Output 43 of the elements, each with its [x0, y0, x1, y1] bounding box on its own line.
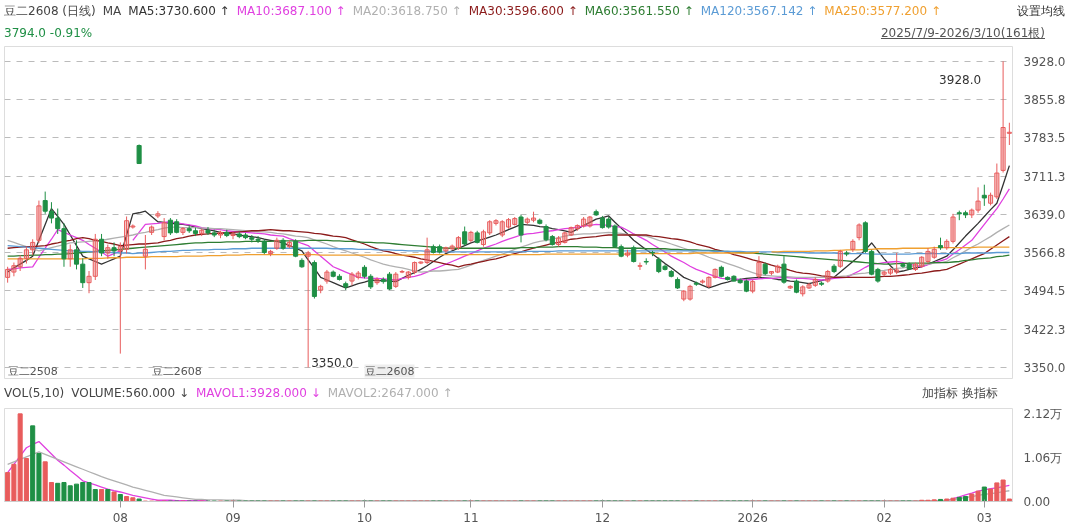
- text: VOLUME:560.000 ↓: [71, 386, 190, 400]
- text: MAVOL2:2647.000 ↑: [327, 386, 453, 400]
- text: MA250:3577.200 ↑: [824, 4, 941, 18]
- x-tick-label: 02: [876, 510, 892, 525]
- annotation: 豆二2608: [364, 364, 415, 378]
- y-tick-label: 0.00: [1023, 494, 1051, 509]
- text: 换指标: [962, 386, 998, 400]
- y-tick-label: 3855.8: [1023, 93, 1066, 108]
- y-tick-label: 3783.5: [1023, 131, 1066, 146]
- y-tick-label: 3711.3: [1023, 169, 1066, 184]
- text: MA5:3730.600 ↑: [128, 4, 230, 18]
- y-tick-label: 3422.3: [1023, 322, 1066, 337]
- y-tick-label: 3566.8: [1023, 246, 1066, 261]
- text: VOL(5,10): [4, 386, 65, 400]
- y-tick-label: 1.06万: [1023, 450, 1063, 465]
- text: MAVOL1:3928.000 ↓: [196, 386, 321, 400]
- x-tick-label: 11: [463, 510, 479, 525]
- x-tick-label: 03: [976, 510, 992, 525]
- text: 设置均线: [1017, 4, 1065, 18]
- text: 2025/7/9-2026/3/10(161根): [880, 26, 1045, 41]
- y-tick-label: 3928.0: [1023, 54, 1066, 69]
- text: MA10:3687.100 ↑: [236, 4, 346, 18]
- text: 3794.0 -0.91%: [4, 26, 93, 41]
- y-tick-label: 2.12万: [1023, 406, 1063, 421]
- text: 加指标: [922, 386, 958, 400]
- annotation: 豆二2508: [7, 364, 58, 378]
- text: MA60:3561.550 ↑: [584, 4, 694, 18]
- x-tick-label: 12: [594, 510, 611, 525]
- x-tick-label: 2026: [737, 510, 768, 525]
- text: MA20:3618.750 ↑: [352, 4, 462, 18]
- x-tick-label: 09: [225, 510, 241, 525]
- y-tick-label: 3494.5: [1023, 284, 1066, 299]
- annotation: 3350.0: [311, 356, 354, 371]
- text: 豆二2608 (日线): [4, 4, 96, 18]
- text: MA: [102, 4, 122, 18]
- annotation: 3928.0: [939, 73, 982, 88]
- x-tick-label: 08: [112, 510, 128, 525]
- text: MA120:3567.142 ↑: [700, 4, 818, 18]
- y-tick-label: 3639.0: [1023, 207, 1066, 222]
- annotation: 豆二2608: [151, 364, 202, 378]
- y-tick-label: 3350.0: [1023, 360, 1066, 375]
- x-tick-label: 10: [356, 510, 373, 525]
- text: MA30:3596.600 ↑: [468, 4, 578, 18]
